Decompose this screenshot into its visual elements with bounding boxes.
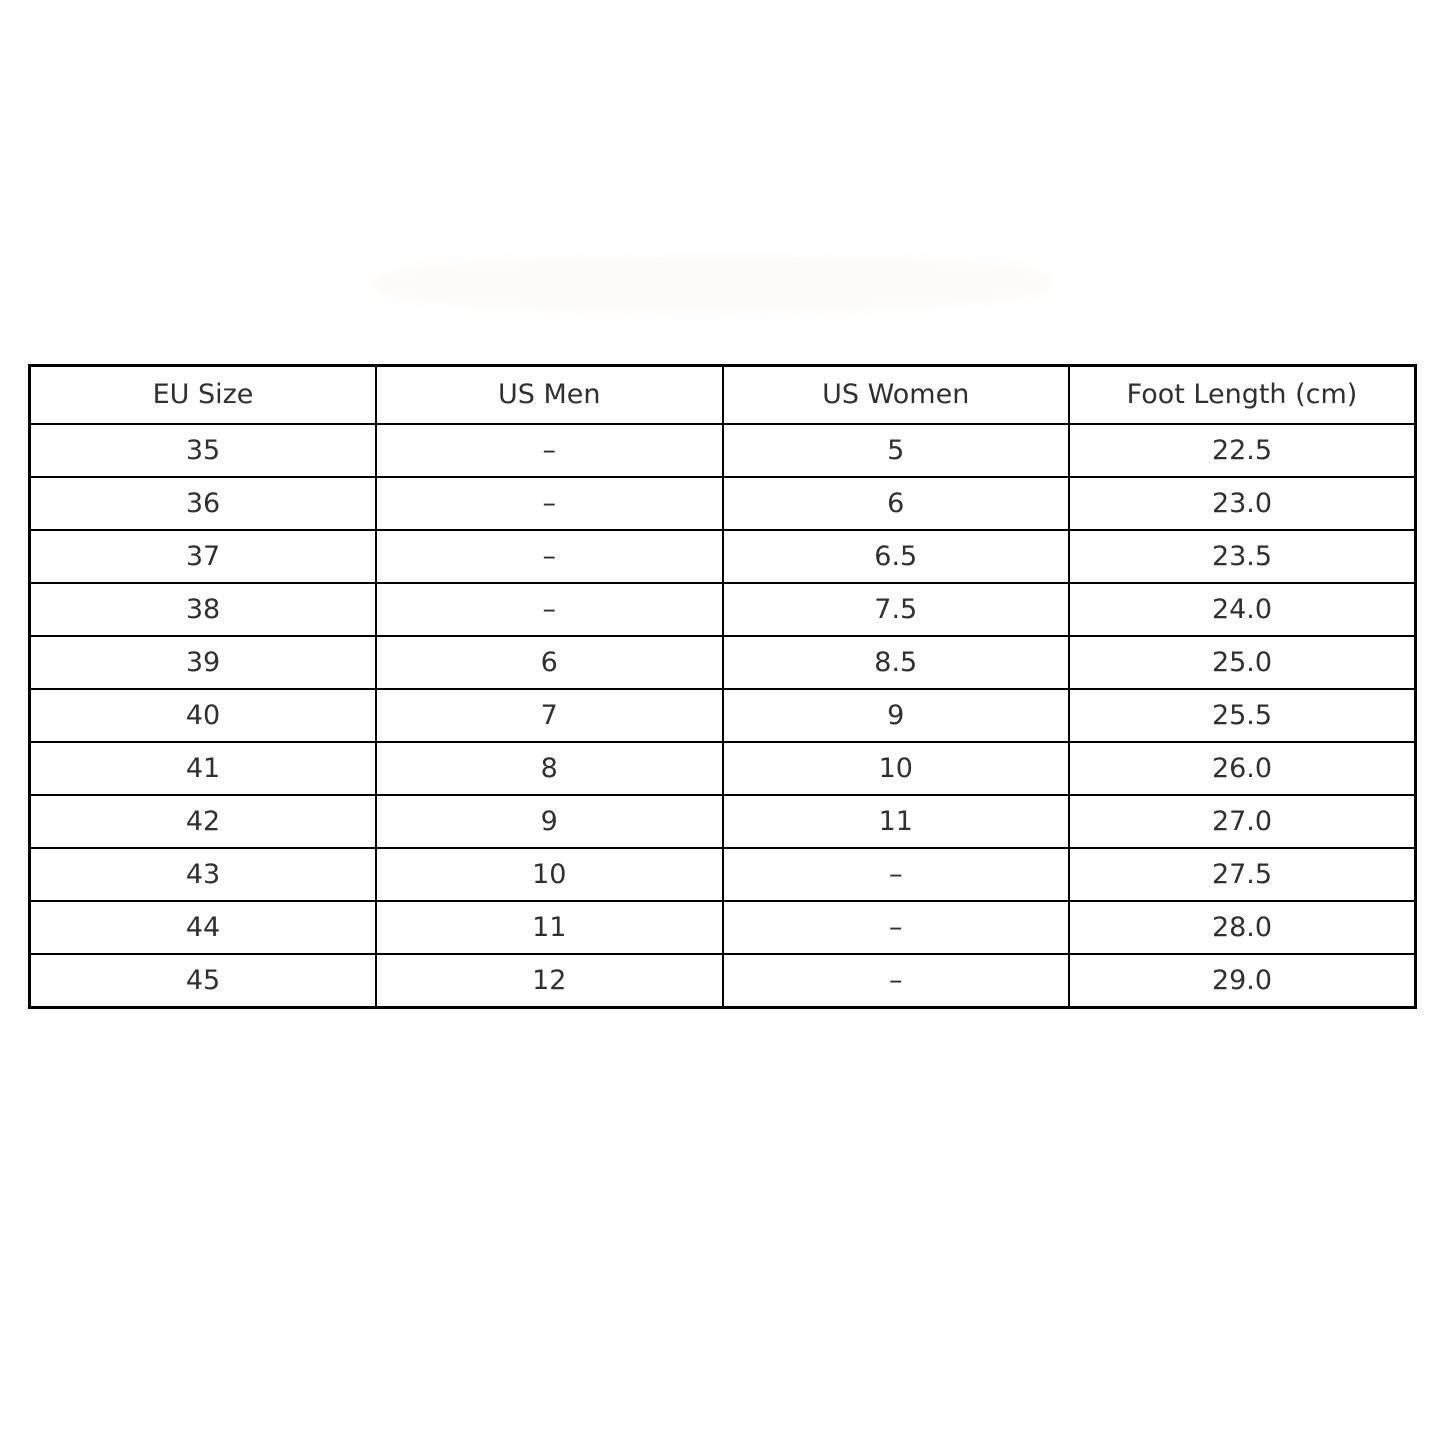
table-cell: 39 — [28, 634, 377, 690]
table-cell: 40 — [28, 687, 377, 743]
column-header: EU Size — [28, 364, 377, 425]
table-cell: 10 — [721, 740, 1070, 796]
table-header: EU Size US Men US Women Foot Length (cm) — [28, 364, 1417, 425]
table-cell: 35 — [28, 422, 377, 478]
table-cell: 8 — [375, 740, 724, 796]
table-row: 37–6.5 23.5 — [28, 528, 1417, 584]
table-cell: 27.0 — [1068, 793, 1417, 849]
column-header: US Women — [721, 364, 1070, 425]
table-cell: 8.5 — [721, 634, 1070, 690]
column-header: Foot Length (cm) — [1068, 364, 1417, 425]
table-row: 38–7.5 24.0 — [28, 581, 1417, 637]
table-cell: – — [721, 846, 1070, 902]
table-cell: 6 — [721, 475, 1070, 531]
table-body: 35–5 22.5 36–6 23.0 37–6.5 23.5 38–7.5 24.0 39 6 8… — [28, 422, 1417, 1009]
table-row: 39 6 8.5 25.0 — [28, 634, 1417, 690]
table-cell: 24.0 — [1068, 581, 1417, 637]
table-cell: 12 — [375, 952, 724, 1009]
shoe-size-conversion-table: EU Size US Men US Women Foot Length (cm) 35… — [28, 364, 1417, 1009]
table-cell: – — [375, 422, 724, 478]
table-cell: 6.5 — [721, 528, 1070, 584]
table-cell: 11 — [375, 899, 724, 955]
table-cell: 44 — [28, 899, 377, 955]
table-cell: 43 — [28, 846, 377, 902]
table-cell: 23.5 — [1068, 528, 1417, 584]
table-cell: 5 — [721, 422, 1070, 478]
table-row: 35–5 22.5 — [28, 422, 1417, 478]
table-cell: 41 — [28, 740, 377, 796]
table-cell: 11 — [721, 793, 1070, 849]
table-cell: – — [721, 952, 1070, 1009]
header-row: EU Size US Men US Women Foot Length (cm) — [28, 364, 1417, 425]
table-cell: 42 — [28, 793, 377, 849]
table-cell: 6 — [375, 634, 724, 690]
table-cell: – — [375, 475, 724, 531]
table-cell: 9 — [721, 687, 1070, 743]
table-row: 41 8 10 26.0 — [28, 740, 1417, 796]
table-cell: 28.0 — [1068, 899, 1417, 955]
table-cell: 45 — [28, 952, 377, 1009]
table-row: 44 11–28.0 — [28, 899, 1417, 955]
table-cell: 22.5 — [1068, 422, 1417, 478]
faint-background-smudge — [372, 258, 1052, 310]
table-cell: 36 — [28, 475, 377, 531]
table-cell: 37 — [28, 528, 377, 584]
table-row: 40 7 9 25.5 — [28, 687, 1417, 743]
table-cell: 9 — [375, 793, 724, 849]
table-row: 36–6 23.0 — [28, 475, 1417, 531]
table-row: 43 10–27.5 — [28, 846, 1417, 902]
table-cell: – — [375, 528, 724, 584]
table-cell: 27.5 — [1068, 846, 1417, 902]
table-cell: 26.0 — [1068, 740, 1417, 796]
table-cell: 10 — [375, 846, 724, 902]
table-cell: 25.5 — [1068, 687, 1417, 743]
table-cell: 23.0 — [1068, 475, 1417, 531]
table-cell: – — [375, 581, 724, 637]
table-cell: 29.0 — [1068, 952, 1417, 1009]
table-cell: – — [721, 899, 1070, 955]
table-row: 45 12–29.0 — [28, 952, 1417, 1009]
column-header: US Men — [375, 364, 724, 425]
table-cell: 7.5 — [721, 581, 1070, 637]
size-chart-table: EU Size US Men US Women Foot Length (cm) 35… — [28, 364, 1417, 1009]
table-row: 42 9 11 27.0 — [28, 793, 1417, 849]
table-cell: 25.0 — [1068, 634, 1417, 690]
table-cell: 7 — [375, 687, 724, 743]
table-cell: 38 — [28, 581, 377, 637]
